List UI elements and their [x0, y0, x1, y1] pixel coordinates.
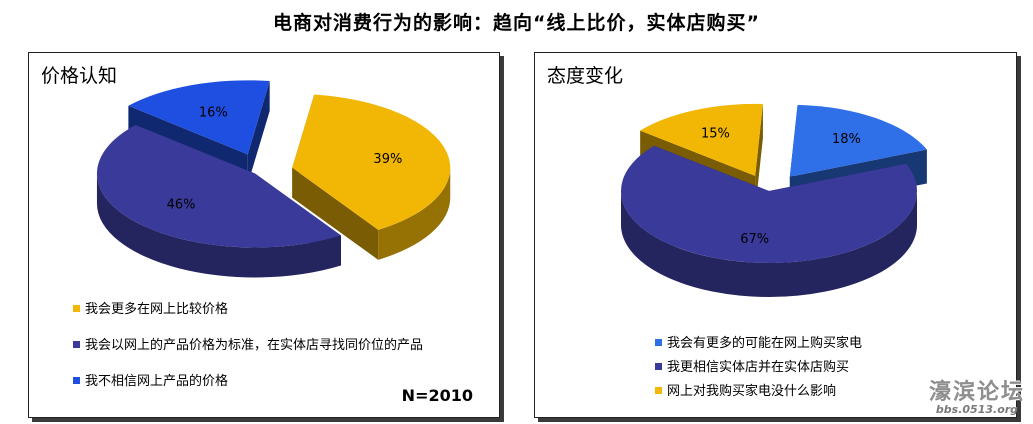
- chart-title: 态度变化: [547, 65, 624, 87]
- legend-item: 我不相信网上产品的价格: [73, 373, 423, 391]
- legend-swatch: [655, 387, 662, 394]
- chart-title: 价格认知: [41, 65, 118, 87]
- pie-slice-label: 18%: [832, 132, 861, 147]
- legend: 我会有更多的可能在网上购买家电 我更相信实体店并在实体店购买 网上对我购买家电没…: [655, 335, 862, 407]
- pie-chart-price-perception: 39% 46% 16%: [96, 80, 451, 278]
- legend-item: 我更相信实体店并在实体店购买: [655, 359, 862, 377]
- forum-watermark: 濠滨论坛 bbs.0513.org: [929, 374, 1025, 416]
- legend-label: 我会有更多的可能在网上购买家电: [667, 336, 863, 351]
- pie-slice-label: 15%: [701, 126, 730, 141]
- watermark-logo: 濠滨论坛: [928, 380, 1025, 405]
- pie-slice-label: 39%: [373, 152, 402, 167]
- legend-label: 我不相信网上产品的价格: [85, 374, 229, 389]
- pie-slice: [789, 104, 927, 177]
- pie-slice-label: 16%: [199, 105, 228, 120]
- legend-swatch: [73, 377, 80, 384]
- page-title: 电商对消费行为的影响：趋向“线上比价，实体店购买”: [273, 12, 760, 34]
- watermark-url: bbs.0513.org: [935, 403, 1019, 416]
- legend-item: 我会以网上的产品价格为标准，在实体店寻找同价位的产品: [73, 337, 423, 355]
- legend-swatch: [655, 363, 662, 370]
- legend-swatch: [73, 341, 80, 348]
- chart-panel-attitude-change: 态度变化 18% 67% 15% 我会有更多的可能在网上购买家电 我更相信实体店并在…: [534, 52, 1017, 418]
- sample-size-note: N=2010: [401, 386, 473, 405]
- pie-slice: [621, 145, 917, 263]
- chart-panel-price-perception: 价格认知 39% 46% 16% 我会更多在网上比较价格 我会以网上的产品价格为标准…: [28, 52, 500, 418]
- pie-slice: [96, 124, 341, 248]
- legend-label: 我更相信实体店并在实体店购买: [667, 360, 850, 375]
- pie-chart-attitude-change: 18% 67% 15%: [621, 103, 927, 297]
- pie-slice: [640, 103, 763, 176]
- pie-slice-label: 67%: [740, 232, 769, 247]
- pie-slice: [292, 94, 451, 230]
- legend-swatch: [655, 339, 662, 346]
- legend-swatch: [73, 305, 80, 312]
- legend-item: 我会有更多的可能在网上购买家电: [655, 335, 862, 353]
- pie-slice-label: 46%: [167, 198, 196, 213]
- legend-item: 我会更多在网上比较价格: [73, 301, 423, 319]
- legend-label: 我会以网上的产品价格为标准，在实体店寻找同价位的产品: [85, 338, 424, 353]
- legend: 我会更多在网上比较价格 我会以网上的产品价格为标准，在实体店寻找同价位的产品 我…: [73, 301, 423, 409]
- legend-item: 网上对我购买家电没什么影响: [655, 383, 862, 401]
- pie-slice: [128, 80, 270, 155]
- legend-label: 网上对我购买家电没什么影响: [667, 384, 837, 399]
- legend-label: 我会更多在网上比较价格: [85, 302, 229, 317]
